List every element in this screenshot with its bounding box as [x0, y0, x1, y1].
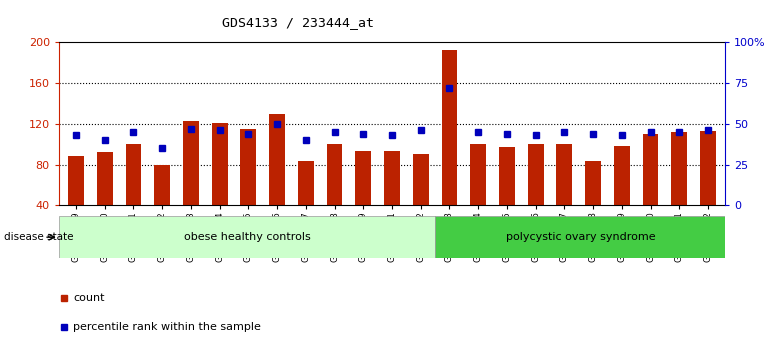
Text: obese healthy controls: obese healthy controls [183, 232, 310, 242]
Bar [413, 154, 429, 205]
Bar [212, 123, 227, 205]
Bar [435, 216, 725, 258]
Bar [154, 165, 170, 205]
Bar [384, 152, 400, 205]
Text: polycystic ovary syndrome: polycystic ovary syndrome [506, 232, 655, 242]
Bar [671, 132, 687, 205]
Text: count: count [73, 292, 104, 303]
Bar [68, 156, 84, 205]
Text: disease state: disease state [4, 232, 74, 242]
Text: percentile rank within the sample: percentile rank within the sample [73, 322, 261, 332]
Bar [327, 144, 343, 205]
Bar [557, 144, 572, 205]
Bar [643, 134, 659, 205]
Bar [470, 144, 486, 205]
Bar [441, 50, 457, 205]
Bar [125, 144, 141, 205]
Text: GDS4133 / 233444_at: GDS4133 / 233444_at [222, 16, 374, 29]
Bar [700, 131, 716, 205]
Bar [241, 129, 256, 205]
Bar [528, 144, 543, 205]
Bar [269, 114, 285, 205]
Bar [614, 146, 630, 205]
Bar [499, 147, 515, 205]
Bar [97, 152, 113, 205]
Bar [355, 152, 371, 205]
Bar [585, 161, 601, 205]
Bar [183, 121, 199, 205]
Bar [59, 216, 435, 258]
Bar [298, 161, 314, 205]
